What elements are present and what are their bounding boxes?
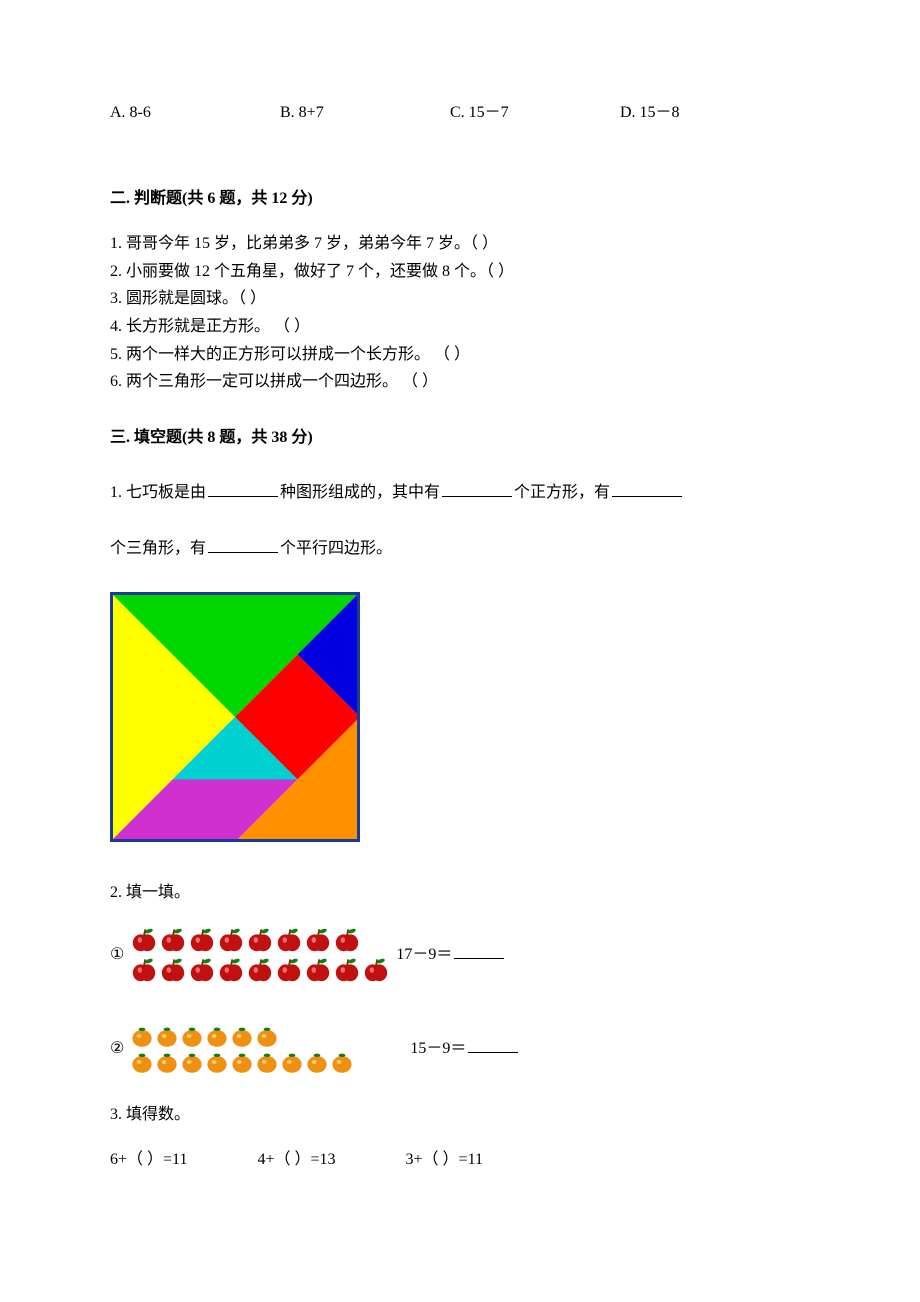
- option-a: A. 8-6: [110, 100, 280, 126]
- option-c: C. 15－7: [450, 100, 620, 126]
- blank[interactable]: [612, 480, 682, 497]
- judge-item: 3. 圆形就是圆球。（ ）: [110, 286, 810, 312]
- text: 个正方形，有: [514, 484, 610, 501]
- blank[interactable]: [208, 480, 278, 497]
- orange-grid: [130, 1024, 354, 1074]
- judge-item: 1. 哥哥今年 15 岁，比弟弟多 7 岁，弟弟今年 7 岁。（ ）: [110, 231, 810, 257]
- equation: 15－9＝: [410, 1036, 520, 1062]
- text: 种图形组成的，其中有: [280, 484, 440, 501]
- q3-2-label: 2. 填一填。: [110, 880, 810, 906]
- option-b: B. 8+7: [280, 100, 450, 126]
- blank[interactable]: [442, 480, 512, 497]
- section3-title: 三. 填空题(共 8 题，共 38 分): [110, 425, 810, 451]
- q3-3-label: 3. 填得数。: [110, 1102, 810, 1128]
- section2-items: 1. 哥哥今年 15 岁，比弟弟多 7 岁，弟弟今年 7 岁。（ ） 2. 小丽…: [110, 231, 810, 395]
- eq-text: 17－9＝: [396, 946, 452, 963]
- equation: 3+（ ）=11: [406, 1147, 483, 1173]
- text: 1. 七巧板是由: [110, 484, 206, 501]
- equation: 17－9＝: [396, 942, 506, 968]
- blank[interactable]: [468, 1036, 518, 1053]
- apples-row: ① 17－9＝: [110, 926, 810, 984]
- equation: 4+（ ）=13: [257, 1147, 335, 1173]
- judge-item: 4. 长方形就是正方形。 （ ）: [110, 314, 810, 340]
- judge-item: 5. 两个一样大的正方形可以拼成一个长方形。 （ ）: [110, 342, 810, 368]
- blank[interactable]: [208, 536, 278, 553]
- q-options: A. 8-6 B. 8+7 C. 15－7 D. 15－8: [110, 100, 810, 126]
- eq-text: 15－9＝: [410, 1040, 466, 1057]
- q3-1-line1: 1. 七巧板是由 种图形组成的，其中有 个正方形，有: [110, 480, 810, 506]
- oranges-row: ② 15－9＝: [110, 1024, 810, 1074]
- judge-item: 2. 小丽要做 12 个五角星，做好了 7 个，还要做 8 个。（ ）: [110, 259, 810, 285]
- tangram-figure: [110, 592, 810, 851]
- apple-grid: [130, 926, 390, 984]
- blank[interactable]: [454, 942, 504, 959]
- q3-3-equations: 6+（ ）=11 4+（ ）=13 3+（ ）=11: [110, 1147, 810, 1173]
- equation: 6+（ ）=11: [110, 1147, 187, 1173]
- item-number: ①: [110, 942, 124, 968]
- option-d: D. 15－8: [620, 100, 680, 126]
- text: 个三角形，有: [110, 540, 206, 557]
- section2-title: 二. 判断题(共 6 题，共 12 分): [110, 186, 810, 212]
- item-number: ②: [110, 1036, 124, 1062]
- q3-1-line2: 个三角形，有 个平行四边形。: [110, 536, 810, 562]
- tangram-svg: [110, 592, 360, 842]
- text: 个平行四边形。: [280, 540, 392, 557]
- judge-item: 6. 两个三角形一定可以拼成一个四边形。 （ ）: [110, 369, 810, 395]
